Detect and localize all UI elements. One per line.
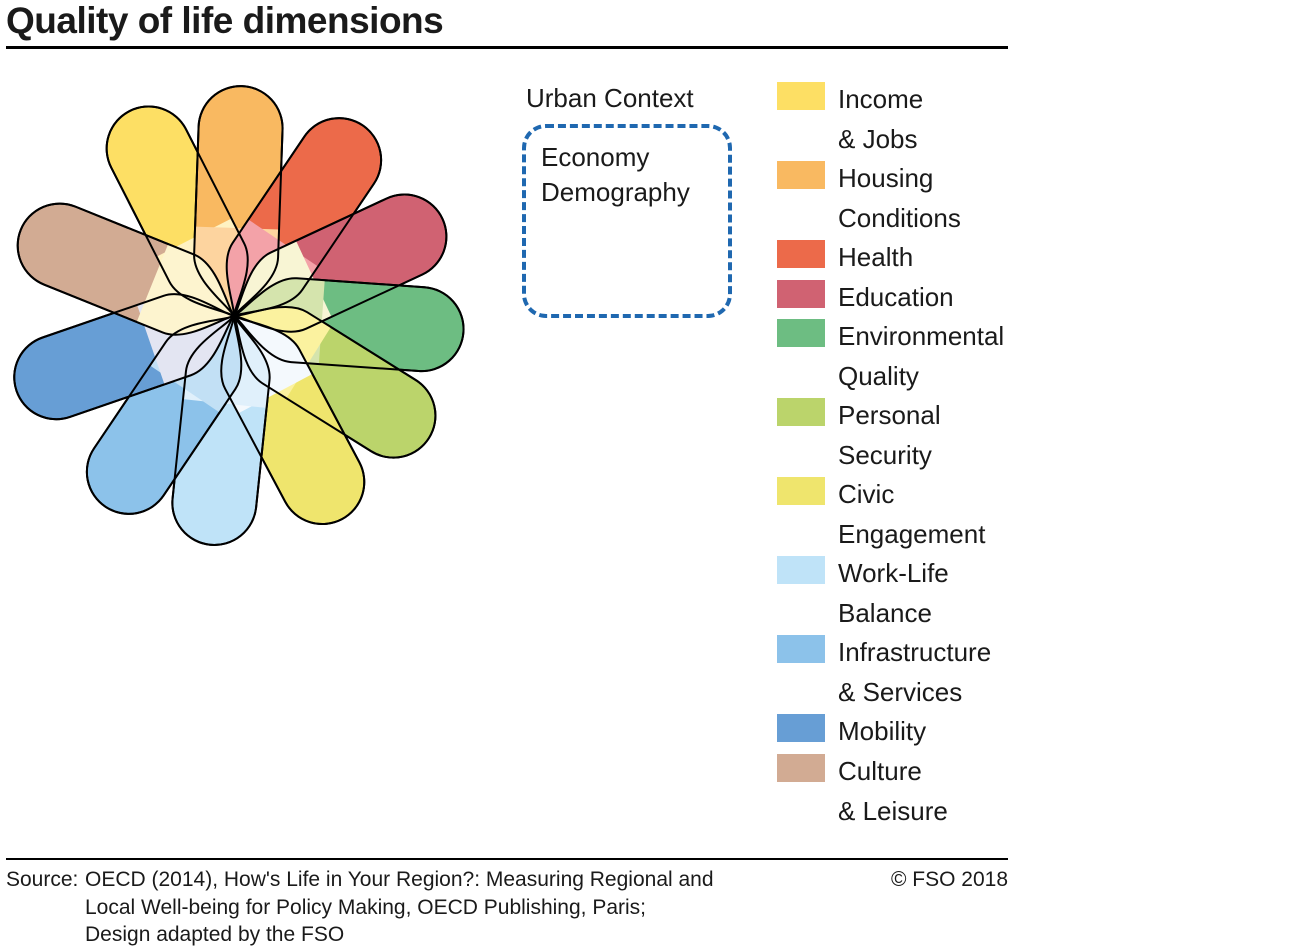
petal-outline bbox=[232, 306, 437, 459]
petal-outline bbox=[171, 314, 271, 546]
petal-outline-shape bbox=[171, 314, 271, 546]
petal-outline bbox=[105, 105, 249, 318]
legend-swatch bbox=[777, 754, 825, 782]
legend-swatch bbox=[777, 240, 825, 268]
petal-outline-shape bbox=[232, 277, 465, 373]
petal-outline bbox=[232, 277, 465, 373]
source-text: OECD (2014), How's Life in Your Region?:… bbox=[85, 868, 714, 946]
petal-outline bbox=[232, 193, 448, 333]
petal-outline-shape bbox=[225, 117, 383, 318]
legend-swatch bbox=[777, 319, 825, 347]
legend-swatch bbox=[777, 477, 825, 505]
petal-outline-shape bbox=[85, 314, 243, 515]
legend-swatch bbox=[777, 635, 825, 663]
legend-swatch bbox=[777, 82, 825, 110]
petal-outline-shape bbox=[13, 293, 236, 421]
source-label: Source: bbox=[6, 868, 79, 891]
legend-label: Civic Engagement bbox=[838, 479, 986, 549]
legend-label: Health bbox=[838, 242, 914, 272]
petal-outline-shape bbox=[193, 85, 284, 318]
page-title: Quality of life dimensions bbox=[6, 0, 444, 41]
petal-outline-shape bbox=[232, 306, 437, 459]
legend-label: Personal Security bbox=[838, 400, 941, 470]
legend-label: Work-Life Balance bbox=[838, 558, 949, 628]
quality-of-life-flower-diagram bbox=[13, 85, 465, 546]
legend-label: Housing Conditions bbox=[838, 163, 961, 233]
petal-outline bbox=[220, 314, 366, 525]
urban-context-label: Urban Context bbox=[526, 83, 694, 113]
legend-label: Environmental Quality bbox=[838, 321, 1005, 391]
context-item-economy: Economy bbox=[541, 142, 650, 172]
copyright: © FSO 2018 bbox=[890, 868, 1008, 891]
legend-swatch bbox=[777, 398, 825, 426]
petal-outline-shape bbox=[220, 314, 366, 525]
urban-context-box bbox=[522, 124, 732, 318]
petal-outline bbox=[16, 202, 236, 336]
legend-swatch bbox=[777, 280, 825, 308]
legend-label: Mobility bbox=[838, 716, 927, 746]
title-divider bbox=[6, 46, 1008, 49]
petal-outline bbox=[85, 314, 243, 515]
legend-label: Income & Jobs bbox=[838, 84, 924, 154]
petal-outline-shape bbox=[232, 193, 448, 333]
petal-group bbox=[13, 85, 465, 546]
legend-swatch bbox=[777, 714, 825, 742]
petal-outline bbox=[225, 117, 383, 318]
context-item-demography: Demography bbox=[541, 177, 690, 207]
legend: Income & Jobs Housing Conditions Health Edu… bbox=[777, 80, 1017, 840]
petal-outline bbox=[193, 85, 284, 318]
legend-swatch bbox=[777, 556, 825, 584]
petal-outline bbox=[13, 293, 236, 421]
legend-label: Culture & Leisure bbox=[838, 756, 948, 826]
legend-swatch bbox=[777, 161, 825, 189]
legend-label: Infrastructure & Services bbox=[838, 637, 992, 707]
legend-label: Education bbox=[838, 282, 954, 312]
petal-outline-shape bbox=[105, 105, 249, 318]
footer-divider bbox=[6, 858, 1008, 860]
petal-outline-shape bbox=[16, 202, 236, 336]
